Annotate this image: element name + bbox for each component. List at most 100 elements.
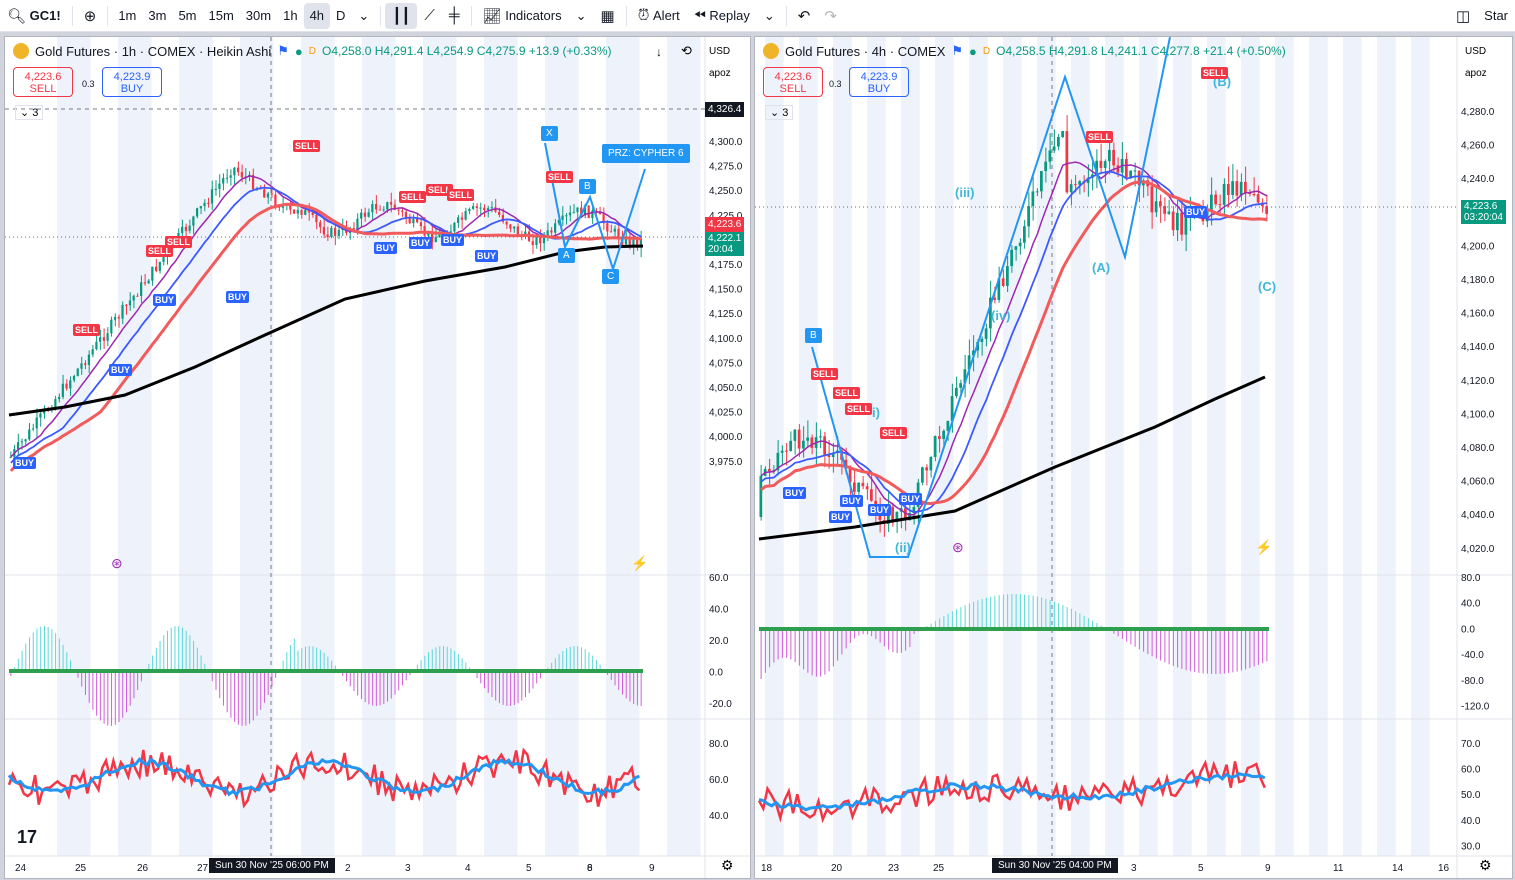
right-chart-pane[interactable]: 4,280.04,260.04,240.04,220.04,200.04,180… bbox=[754, 36, 1513, 879]
timeframe-1m[interactable]: 1m bbox=[118, 8, 137, 23]
candle-body bbox=[333, 227, 337, 236]
left-maximize-icon[interactable]: ⟲ bbox=[681, 43, 692, 58]
buy-signal-badge[interactable]: BUY bbox=[409, 237, 433, 249]
left-replay-icon[interactable]: ⊛ bbox=[111, 555, 123, 571]
right-buy-button[interactable]: 4,223.9 BUY bbox=[849, 67, 909, 97]
sell-signal-badge[interactable]: SELL bbox=[146, 245, 174, 257]
timeframe-15m[interactable]: 15m bbox=[208, 8, 234, 23]
candle-body bbox=[602, 214, 605, 224]
left-download-icon[interactable]: ↓ bbox=[656, 45, 662, 59]
candle-body bbox=[1167, 211, 1171, 214]
left-settings-icon[interactable]: ⚙ bbox=[721, 857, 734, 873]
buy-signal-badge[interactable]: BUY bbox=[868, 504, 892, 516]
session-shading bbox=[901, 37, 920, 856]
pattern-point-a[interactable]: A bbox=[558, 248, 575, 263]
timeframe-5m[interactable]: 5m bbox=[178, 8, 197, 23]
left-buy-button[interactable]: 4,223.9 BUY bbox=[102, 67, 162, 97]
timeframe-3m[interactable]: 3m bbox=[148, 8, 167, 23]
left-indicator-toggle[interactable]: ⌄ 3 bbox=[15, 105, 44, 120]
buy-signal-badge[interactable]: BUY bbox=[226, 291, 250, 303]
osc-scale-label: 80.0 bbox=[1461, 573, 1481, 584]
timeframe-30m[interactable]: 30m bbox=[245, 8, 272, 23]
right-scale-mode[interactable]: apoz bbox=[1465, 68, 1487, 79]
right-alert-icon[interactable]: ⚡ bbox=[1255, 539, 1273, 555]
right-chart-title[interactable]: Gold Futures · 4h · COMEX bbox=[785, 43, 946, 59]
buy-signal-badge[interactable]: BUY bbox=[899, 493, 923, 505]
right-chart-canvas[interactable]: 4,280.04,260.04,240.04,220.04,200.04,180… bbox=[755, 37, 1513, 879]
timeframe-dropdown[interactable]: ⌄ bbox=[351, 0, 376, 32]
sell-signal-badge[interactable]: SELL bbox=[426, 184, 454, 196]
left-chart-canvas[interactable]: 4,300.04,275.04,250.04,225.04,200.04,175… bbox=[5, 37, 751, 879]
indicators-dropdown[interactable]: ⌄ bbox=[569, 0, 594, 32]
indicators-button[interactable]: 📈︎ Indicators bbox=[476, 0, 569, 32]
left-scale-mode[interactable]: apoz bbox=[709, 68, 731, 79]
pattern-point-b[interactable]: B bbox=[579, 179, 596, 194]
left-currency[interactable]: USD bbox=[709, 46, 731, 57]
sell-signal-badge[interactable]: SELL bbox=[880, 427, 908, 439]
buy-signal-badge[interactable]: BUY bbox=[783, 487, 807, 499]
sell-signal-badge[interactable]: SELL bbox=[811, 368, 839, 380]
compare-button[interactable]: ⊕ bbox=[77, 0, 104, 32]
undo-button[interactable]: ↶ bbox=[791, 0, 818, 32]
sell-signal-badge[interactable]: SELL bbox=[845, 403, 873, 415]
left-chart-title[interactable]: Gold Futures · 1h · COMEX · Heikin Ashi bbox=[35, 43, 272, 59]
buy-signal-badge[interactable]: BUY bbox=[441, 234, 465, 246]
candle-body bbox=[1040, 171, 1043, 192]
session-shading bbox=[1241, 37, 1260, 856]
sell-signal-badge[interactable]: SELL bbox=[1201, 67, 1229, 79]
pattern-point-x[interactable]: X bbox=[541, 126, 558, 141]
left-sell-button[interactable]: 4,223.6 SELL bbox=[13, 67, 73, 97]
redo-button[interactable]: ↷ bbox=[817, 0, 844, 32]
right-sell-button[interactable]: 4,223.6 SELL bbox=[763, 67, 823, 97]
timeframe-1h[interactable]: 1h bbox=[283, 8, 298, 23]
left-chart-pane[interactable]: 4,300.04,275.04,250.04,225.04,200.04,175… bbox=[4, 36, 751, 879]
time-axis-label: 14 bbox=[1392, 863, 1404, 874]
alert-button[interactable]: ⏰︎ Alert bbox=[631, 0, 687, 32]
line-break-button[interactable]: ⟋ bbox=[417, 0, 442, 32]
pattern-point-c[interactable]: C bbox=[602, 269, 620, 284]
buy-signal-badge[interactable]: BUY bbox=[829, 511, 853, 523]
candle-body bbox=[639, 238, 642, 248]
buy-signal-badge[interactable]: BUY bbox=[13, 457, 37, 469]
replay-dropdown[interactable]: ⌄ bbox=[757, 0, 782, 32]
right-tag-countdown: 03:20:04 bbox=[1464, 212, 1503, 223]
buy-signal-badge[interactable]: BUY bbox=[1184, 206, 1208, 218]
timeframe-4h[interactable]: 4h bbox=[303, 2, 331, 29]
sell-signal-badge[interactable]: SELL bbox=[399, 191, 427, 203]
sell-signal-badge[interactable]: SELL bbox=[1086, 131, 1114, 143]
right-point-b[interactable]: B bbox=[805, 328, 822, 343]
sell-signal-badge[interactable]: SELL bbox=[546, 171, 574, 183]
candle-body bbox=[959, 383, 962, 388]
gold-coin-icon bbox=[763, 43, 779, 59]
bar-chart-button[interactable]: ╪ bbox=[442, 0, 467, 32]
prz-label[interactable]: PRZ: CYPHER 6 bbox=[602, 144, 690, 163]
buy-signal-badge[interactable]: BUY bbox=[109, 364, 133, 376]
sell-signal-badge[interactable]: SELL bbox=[447, 189, 475, 201]
left-tv-logo[interactable]: 17 bbox=[17, 827, 38, 847]
data-status-icon: ● bbox=[294, 43, 303, 59]
start-button[interactable]: Star bbox=[1484, 8, 1508, 23]
right-currency[interactable]: USD bbox=[1465, 46, 1487, 57]
templates-button[interactable]: ▦ bbox=[594, 0, 622, 32]
sell-signal-badge[interactable]: SELL bbox=[293, 140, 321, 152]
right-replay-icon[interactable]: ⊛ bbox=[952, 539, 964, 555]
candle-body bbox=[1031, 191, 1035, 207]
candle-body bbox=[154, 266, 158, 271]
sell-signal-badge[interactable]: SELL bbox=[833, 387, 861, 399]
candle-body bbox=[542, 235, 546, 244]
buy-signal-badge[interactable]: BUY bbox=[840, 495, 864, 507]
timeframe-d[interactable]: D bbox=[336, 8, 346, 23]
rsi-fast-line bbox=[7, 747, 641, 809]
sell-signal-badge[interactable]: SELL bbox=[73, 324, 101, 336]
sell-signal-badge[interactable]: SELL bbox=[165, 236, 193, 248]
layout-button[interactable]: ◫ bbox=[1449, 0, 1477, 32]
buy-signal-badge[interactable]: BUY bbox=[153, 294, 177, 306]
buy-signal-badge[interactable]: BUY bbox=[374, 242, 398, 254]
buy-signal-badge[interactable]: BUY bbox=[475, 250, 499, 262]
replay-button[interactable]: ⏪︎ Replay bbox=[687, 0, 757, 32]
right-indicator-toggle[interactable]: ⌄ 3 bbox=[765, 105, 794, 120]
left-alert-icon[interactable]: ⚡ bbox=[631, 555, 649, 571]
right-settings-icon[interactable]: ⚙ bbox=[1479, 857, 1492, 873]
symbol-search[interactable]: 🔍︎ GC1! bbox=[0, 0, 68, 32]
candles-button[interactable]: ┃┃ bbox=[385, 2, 418, 29]
